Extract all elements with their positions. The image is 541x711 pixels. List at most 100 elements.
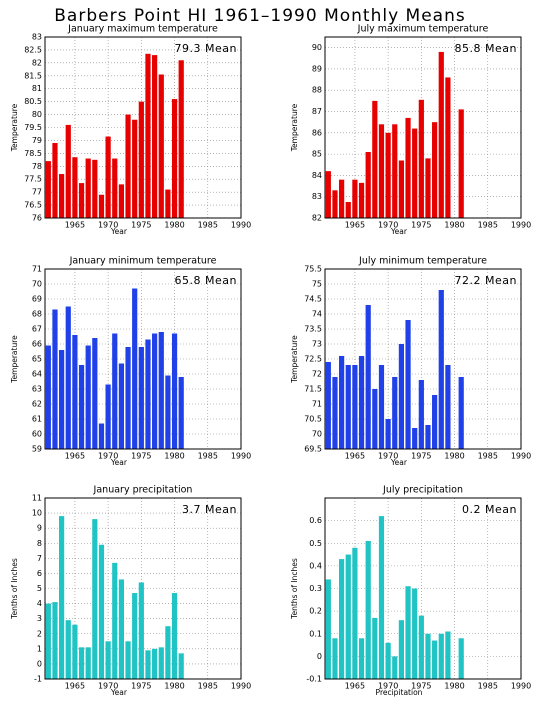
annotation: 72.2 Mean xyxy=(455,274,517,287)
bar xyxy=(85,647,91,679)
plot-frame xyxy=(44,268,242,450)
y-tick-label: 73.5 xyxy=(304,325,322,334)
y-tick-label: 0 xyxy=(37,659,42,668)
annotation: 0.2 Mean xyxy=(462,503,517,516)
y-tick-label: 77.5 xyxy=(24,175,42,184)
bar xyxy=(339,559,345,679)
bar xyxy=(59,174,65,218)
x-tick-label: 1970 xyxy=(98,221,118,230)
bar xyxy=(392,656,398,679)
x-tick-label: 1980 xyxy=(444,452,464,461)
bar xyxy=(138,347,144,449)
bar xyxy=(458,638,464,679)
bar xyxy=(432,395,438,449)
y-tick-label: 69.5 xyxy=(304,445,322,454)
y-tick-label: 0.6 xyxy=(309,516,322,525)
bar xyxy=(372,100,378,218)
y-tick-label: 68 xyxy=(32,310,42,319)
bar xyxy=(45,161,51,218)
bar xyxy=(358,356,365,449)
bar xyxy=(45,345,51,449)
y-axis-label: Temperature xyxy=(10,335,19,384)
bar xyxy=(372,389,378,449)
y-tick-label: 71 xyxy=(312,400,322,409)
bar xyxy=(385,132,391,218)
x-tick-label: 1980 xyxy=(164,682,184,691)
y-tick-label: 59 xyxy=(32,445,42,454)
y-tick-label: 8 xyxy=(37,539,42,548)
x-tick-label: 1985 xyxy=(478,221,498,230)
bar xyxy=(171,333,178,449)
y-tick-label: 9 xyxy=(37,524,42,533)
bar xyxy=(325,579,331,679)
annotation: 79.3 Mean xyxy=(175,42,237,55)
y-axis-label: Temperature xyxy=(10,103,19,152)
x-tick-label: 1985 xyxy=(478,452,498,461)
x-axis-label: Year xyxy=(110,227,128,236)
bar xyxy=(98,194,105,218)
bar xyxy=(72,624,78,679)
bar xyxy=(152,55,158,218)
bar xyxy=(72,335,78,449)
x-tick-label: 1990 xyxy=(511,452,531,461)
y-tick-label: 79 xyxy=(32,136,42,145)
bar xyxy=(405,320,411,449)
x-tick-label: 1985 xyxy=(198,682,218,691)
bar xyxy=(345,554,351,679)
y-tick-label: 78.5 xyxy=(24,149,42,158)
y-tick-label: 90 xyxy=(312,43,322,52)
bar xyxy=(132,119,138,218)
x-tick-label: 1980 xyxy=(444,221,464,230)
bar xyxy=(98,423,105,449)
bar xyxy=(152,648,158,679)
y-tick-label: 82 xyxy=(312,214,322,223)
x-tick-label: 1970 xyxy=(98,452,118,461)
bar xyxy=(78,647,85,679)
bar xyxy=(118,184,125,218)
bar xyxy=(158,647,164,679)
bar xyxy=(72,157,78,218)
bar xyxy=(378,124,385,218)
x-tick-label: 1970 xyxy=(378,221,398,230)
x-tick-label: 1965 xyxy=(65,452,85,461)
x-tick-label: 1990 xyxy=(511,682,531,691)
bar xyxy=(412,128,418,218)
bar xyxy=(52,143,58,218)
bar xyxy=(145,339,151,449)
bar xyxy=(78,183,85,218)
bar xyxy=(332,190,338,218)
x-tick-label: 1985 xyxy=(198,452,218,461)
bar xyxy=(112,333,118,449)
y-tick-label: 0.4 xyxy=(309,561,322,570)
bar xyxy=(425,425,431,449)
bar xyxy=(345,365,351,449)
bar xyxy=(45,603,51,679)
x-tick-label: 1985 xyxy=(478,682,498,691)
y-tick-label: 70 xyxy=(312,430,322,439)
bar xyxy=(98,544,105,679)
bar xyxy=(358,638,365,679)
bar xyxy=(125,641,131,679)
annotation: 3.7 Mean xyxy=(182,503,237,516)
bar xyxy=(85,345,91,449)
y-tick-label: 81.5 xyxy=(24,71,42,80)
y-tick-label: 82.5 xyxy=(24,45,42,54)
plot-frame xyxy=(324,36,522,219)
y-tick-label: 73 xyxy=(312,340,322,349)
bar xyxy=(385,642,391,679)
y-tick-label: 83 xyxy=(312,192,322,201)
bar xyxy=(358,182,365,218)
x-axis-label: Year xyxy=(110,688,128,697)
y-tick-label: 0.5 xyxy=(309,539,322,548)
y-axis-label: Temperature xyxy=(290,103,299,152)
chart-title: January precipitation xyxy=(93,485,193,496)
bar xyxy=(372,617,378,679)
x-tick-label: 1965 xyxy=(345,682,365,691)
bar xyxy=(398,160,405,218)
annotation: 85.8 Mean xyxy=(455,42,517,55)
y-tick-label: 71 xyxy=(32,265,42,274)
x-tick-label: 1975 xyxy=(131,682,151,691)
bar xyxy=(59,516,65,679)
bar xyxy=(78,365,85,449)
bar xyxy=(418,380,424,449)
